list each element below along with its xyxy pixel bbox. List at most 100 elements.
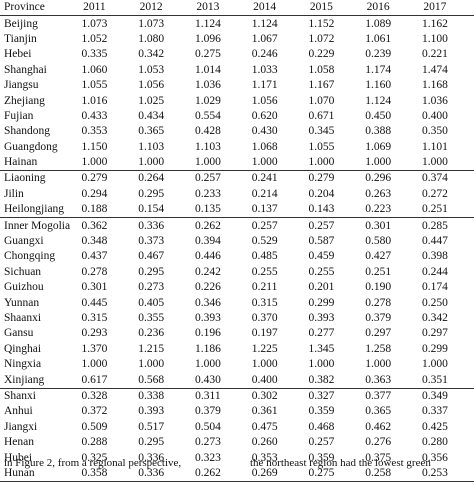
value-cell: 1.067 (251, 32, 278, 45)
value-cell: 1.04 (463, 93, 474, 108)
value-cell: 0.377 (349, 387, 407, 405)
province-cell: Shanxi (0, 387, 66, 405)
province-cell: Henan (4, 436, 35, 449)
value-cell: 1.073 (81, 17, 108, 30)
province-cell: Jiangsu (4, 79, 39, 92)
province-cell: Hainan (4, 156, 38, 169)
value-cell: 0.365 (138, 125, 165, 138)
province-cell: Zhejiang (4, 94, 45, 107)
value-cell: 1.345 (308, 342, 335, 355)
column-header-year: 2017 (423, 1, 447, 14)
value-cell: 1.016 (81, 94, 108, 107)
value-cell: 1.000 (251, 156, 278, 169)
value-cell: 1.000 (138, 358, 165, 371)
body-text: in Figure 2, from a regional perspective… (0, 452, 474, 474)
value-cell: 1.00 (463, 357, 474, 372)
value-cell: 0.196 (194, 327, 221, 340)
value-cell: 0.299 (308, 296, 335, 309)
header-row: Province 2011 2012 2013 2014 2015 2016 2017 2018 (0, 0, 474, 16)
value-cell: 0.295 (138, 436, 165, 449)
value-cell: 0.143 (308, 203, 335, 216)
value-cell: 0.446 (194, 250, 221, 263)
value-cell: 0.223 (365, 203, 392, 216)
value-cell: 0.428 (194, 125, 221, 138)
province-cell: Chongqing (4, 250, 56, 263)
province-cell: Guangxi (4, 235, 44, 248)
value-cell: 0.137 (251, 203, 278, 216)
value-cell: 0.41 (463, 387, 474, 405)
column-header-year: 2016 (366, 1, 390, 14)
value-cell: 1.033 (251, 63, 278, 76)
value-cell: 0.272 (421, 187, 448, 200)
value-cell: 0.365 (365, 405, 392, 418)
value-cell: 1.058 (308, 63, 335, 76)
value-cell: 0.279 (66, 170, 123, 187)
value-cell: 0.273 (138, 281, 165, 294)
value-cell: 0.229 (308, 48, 335, 61)
value-cell: 0.244 (421, 265, 448, 278)
value-cell: 0.323 (194, 451, 221, 464)
value-cell: 1.124 (194, 17, 221, 30)
value-cell: 0.295 (138, 187, 165, 200)
value-cell: 0.211 (251, 281, 278, 294)
value-cell: 1.070 (308, 94, 335, 107)
value-cell: 0.580 (365, 235, 392, 248)
value-cell: 0.276 (365, 436, 392, 449)
value-cell: 1.00 (463, 265, 474, 280)
table-row: Yunnan 0.445 0.405 0.346 0.315 0.299 0.278 0.25… (0, 295, 474, 310)
value-cell: 1.036 (421, 94, 448, 107)
value-cell: 0.437 (81, 250, 108, 263)
value-cell: 1.258 (365, 342, 392, 355)
province-cell: Guizhou (4, 281, 44, 294)
value-cell: 1.00 (463, 372, 474, 388)
column-header-year: 2018 (463, 0, 474, 16)
value-cell: 0.226 (194, 281, 221, 294)
value-cell: 0.221 (421, 48, 448, 61)
table-header: Province 2011 2012 2013 2014 2015 2016 2017 2018 (0, 0, 474, 16)
value-cell: 0.190 (365, 281, 392, 294)
value-cell: 0.554 (194, 109, 221, 122)
value-cell: 0.260 (251, 436, 278, 449)
province-cell: Qinghai (4, 342, 42, 355)
value-cell: 0.28 (463, 435, 474, 450)
value-cell: 1.000 (365, 358, 392, 371)
value-cell: 0.34 (463, 404, 474, 419)
value-cell: 0.236 (138, 327, 165, 340)
value-cell: 1.055 (81, 79, 108, 92)
table-row: Guangxi 0.348 0.373 0.394 0.529 0.587 0.580 0.4… (0, 234, 474, 249)
table-row: Tianjin 1.052 1.080 1.096 1.067 1.072 1.061 1.1… (0, 32, 474, 47)
value-cell: 0.174 (421, 281, 448, 294)
value-cell: 1.101 (421, 140, 448, 153)
value-cell: 0.349 (406, 387, 464, 405)
value-cell: 0.434 (138, 109, 165, 122)
province-cell: Guangdong (4, 140, 58, 153)
value-cell: 1.00 (463, 295, 474, 310)
value-cell: 1.100 (421, 32, 448, 45)
province-cell: Liaoning (0, 170, 66, 187)
value-cell: 1.124 (251, 17, 278, 30)
value-cell: 0.294 (81, 187, 108, 200)
value-cell: 0.348 (81, 235, 108, 248)
value-cell: 0.337 (421, 405, 448, 418)
value-cell: 0.201 (308, 281, 335, 294)
value-cell: 0.328 (66, 387, 123, 405)
value-cell: 1.22 (463, 78, 474, 93)
body-text-left-column: in Figure 2, from a regional perspective… (4, 457, 182, 469)
value-cell: 0.197 (251, 327, 278, 340)
table-row: Hainan 1.000 1.000 1.000 1.000 1.000 1.000 1.00… (0, 155, 474, 171)
value-cell: 0.509 (81, 420, 108, 433)
province-cell: Xinjiang (4, 373, 45, 386)
value-cell: 1.150 (81, 140, 108, 153)
table-row: Fujian 0.433 0.434 0.554 0.620 0.671 0.450 0.40… (0, 109, 474, 124)
value-cell: 0.239 (365, 48, 392, 61)
value-cell: 0.375 (365, 451, 392, 464)
value-cell: 1.056 (138, 79, 165, 92)
value-cell: 0.273 (194, 436, 221, 449)
value-cell: 0.529 (251, 235, 278, 248)
value-cell: 0.277 (308, 327, 335, 340)
value-cell: 1.073 (138, 17, 165, 30)
value-cell: 1.096 (194, 32, 221, 45)
value-cell: 0.462 (365, 420, 392, 433)
table-row: Hebei 0.335 0.342 0.275 0.246 0.229 0.239 0.221… (0, 47, 474, 62)
table-row: Gansu 0.293 0.236 0.196 0.197 0.277 0.297 0.297… (0, 326, 474, 341)
